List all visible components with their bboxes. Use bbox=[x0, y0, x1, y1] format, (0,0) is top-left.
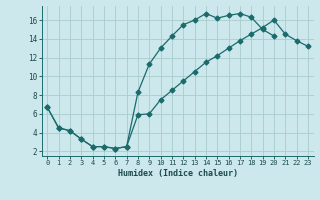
X-axis label: Humidex (Indice chaleur): Humidex (Indice chaleur) bbox=[118, 169, 237, 178]
